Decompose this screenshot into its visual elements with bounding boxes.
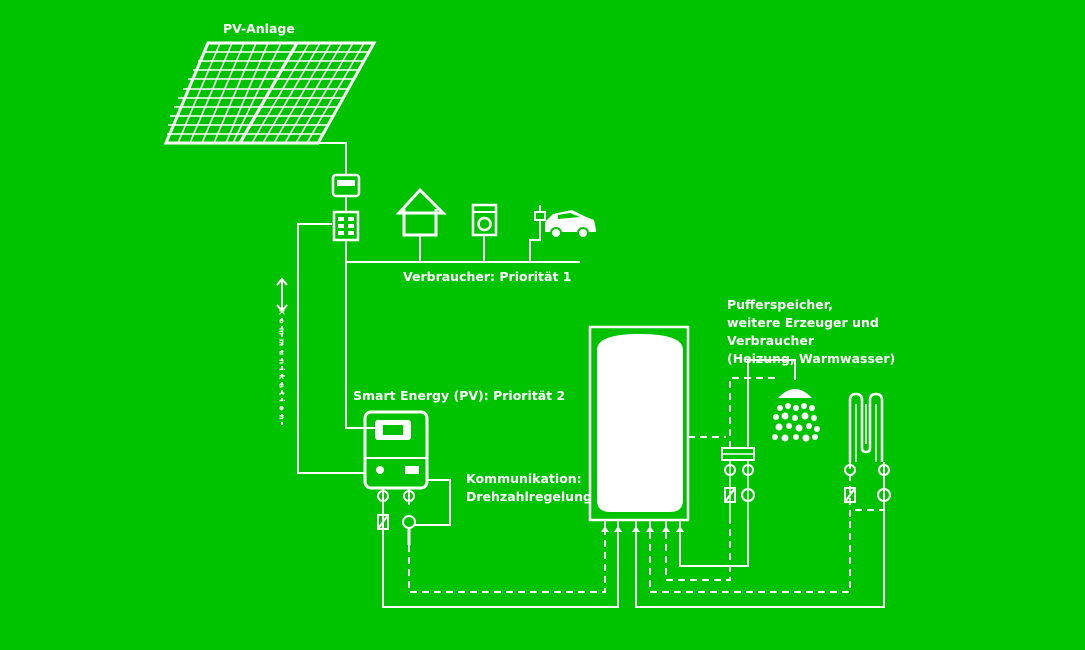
controller-valves (377, 488, 416, 545)
vertical-kommunikation-label: Kommunikation (277, 309, 286, 424)
solar-panel-icon (163, 41, 377, 145)
floor-heating-icon (848, 392, 884, 462)
pufferspeicher-label-line2: weitere Erzeuger und (727, 315, 879, 330)
smart-energy-controller-icon (363, 410, 429, 490)
electric-car-icon (534, 205, 596, 239)
smart-energy-label: Smart Energy (PV): Priorität 2 (353, 388, 566, 403)
washing-machine-icon (471, 203, 498, 237)
meter-icon (331, 173, 361, 198)
heating-valves (724, 460, 755, 520)
pufferspeicher-label-line1: Pufferspeicher, (727, 297, 833, 312)
pufferspeicher-label-line4: (Heizung, Warmwasser) (727, 351, 896, 366)
inverter-icon (332, 210, 360, 242)
shower-icon (772, 389, 820, 442)
house-icon (395, 187, 447, 237)
kommunikation-label-line1: Kommunikation: (466, 471, 582, 486)
communication-arrow (276, 277, 288, 430)
buffer-tank-icon (588, 325, 690, 532)
pv-anlage-label: PV-Anlage (223, 21, 295, 36)
kommunikation-label-line2: Drehzahlregelung (466, 489, 592, 504)
pufferspeicher-label-line3: Verbraucher (727, 333, 815, 348)
verbraucher-label: Verbraucher: Priorität 1 (403, 269, 572, 284)
floor-heating-valves (844, 462, 891, 520)
